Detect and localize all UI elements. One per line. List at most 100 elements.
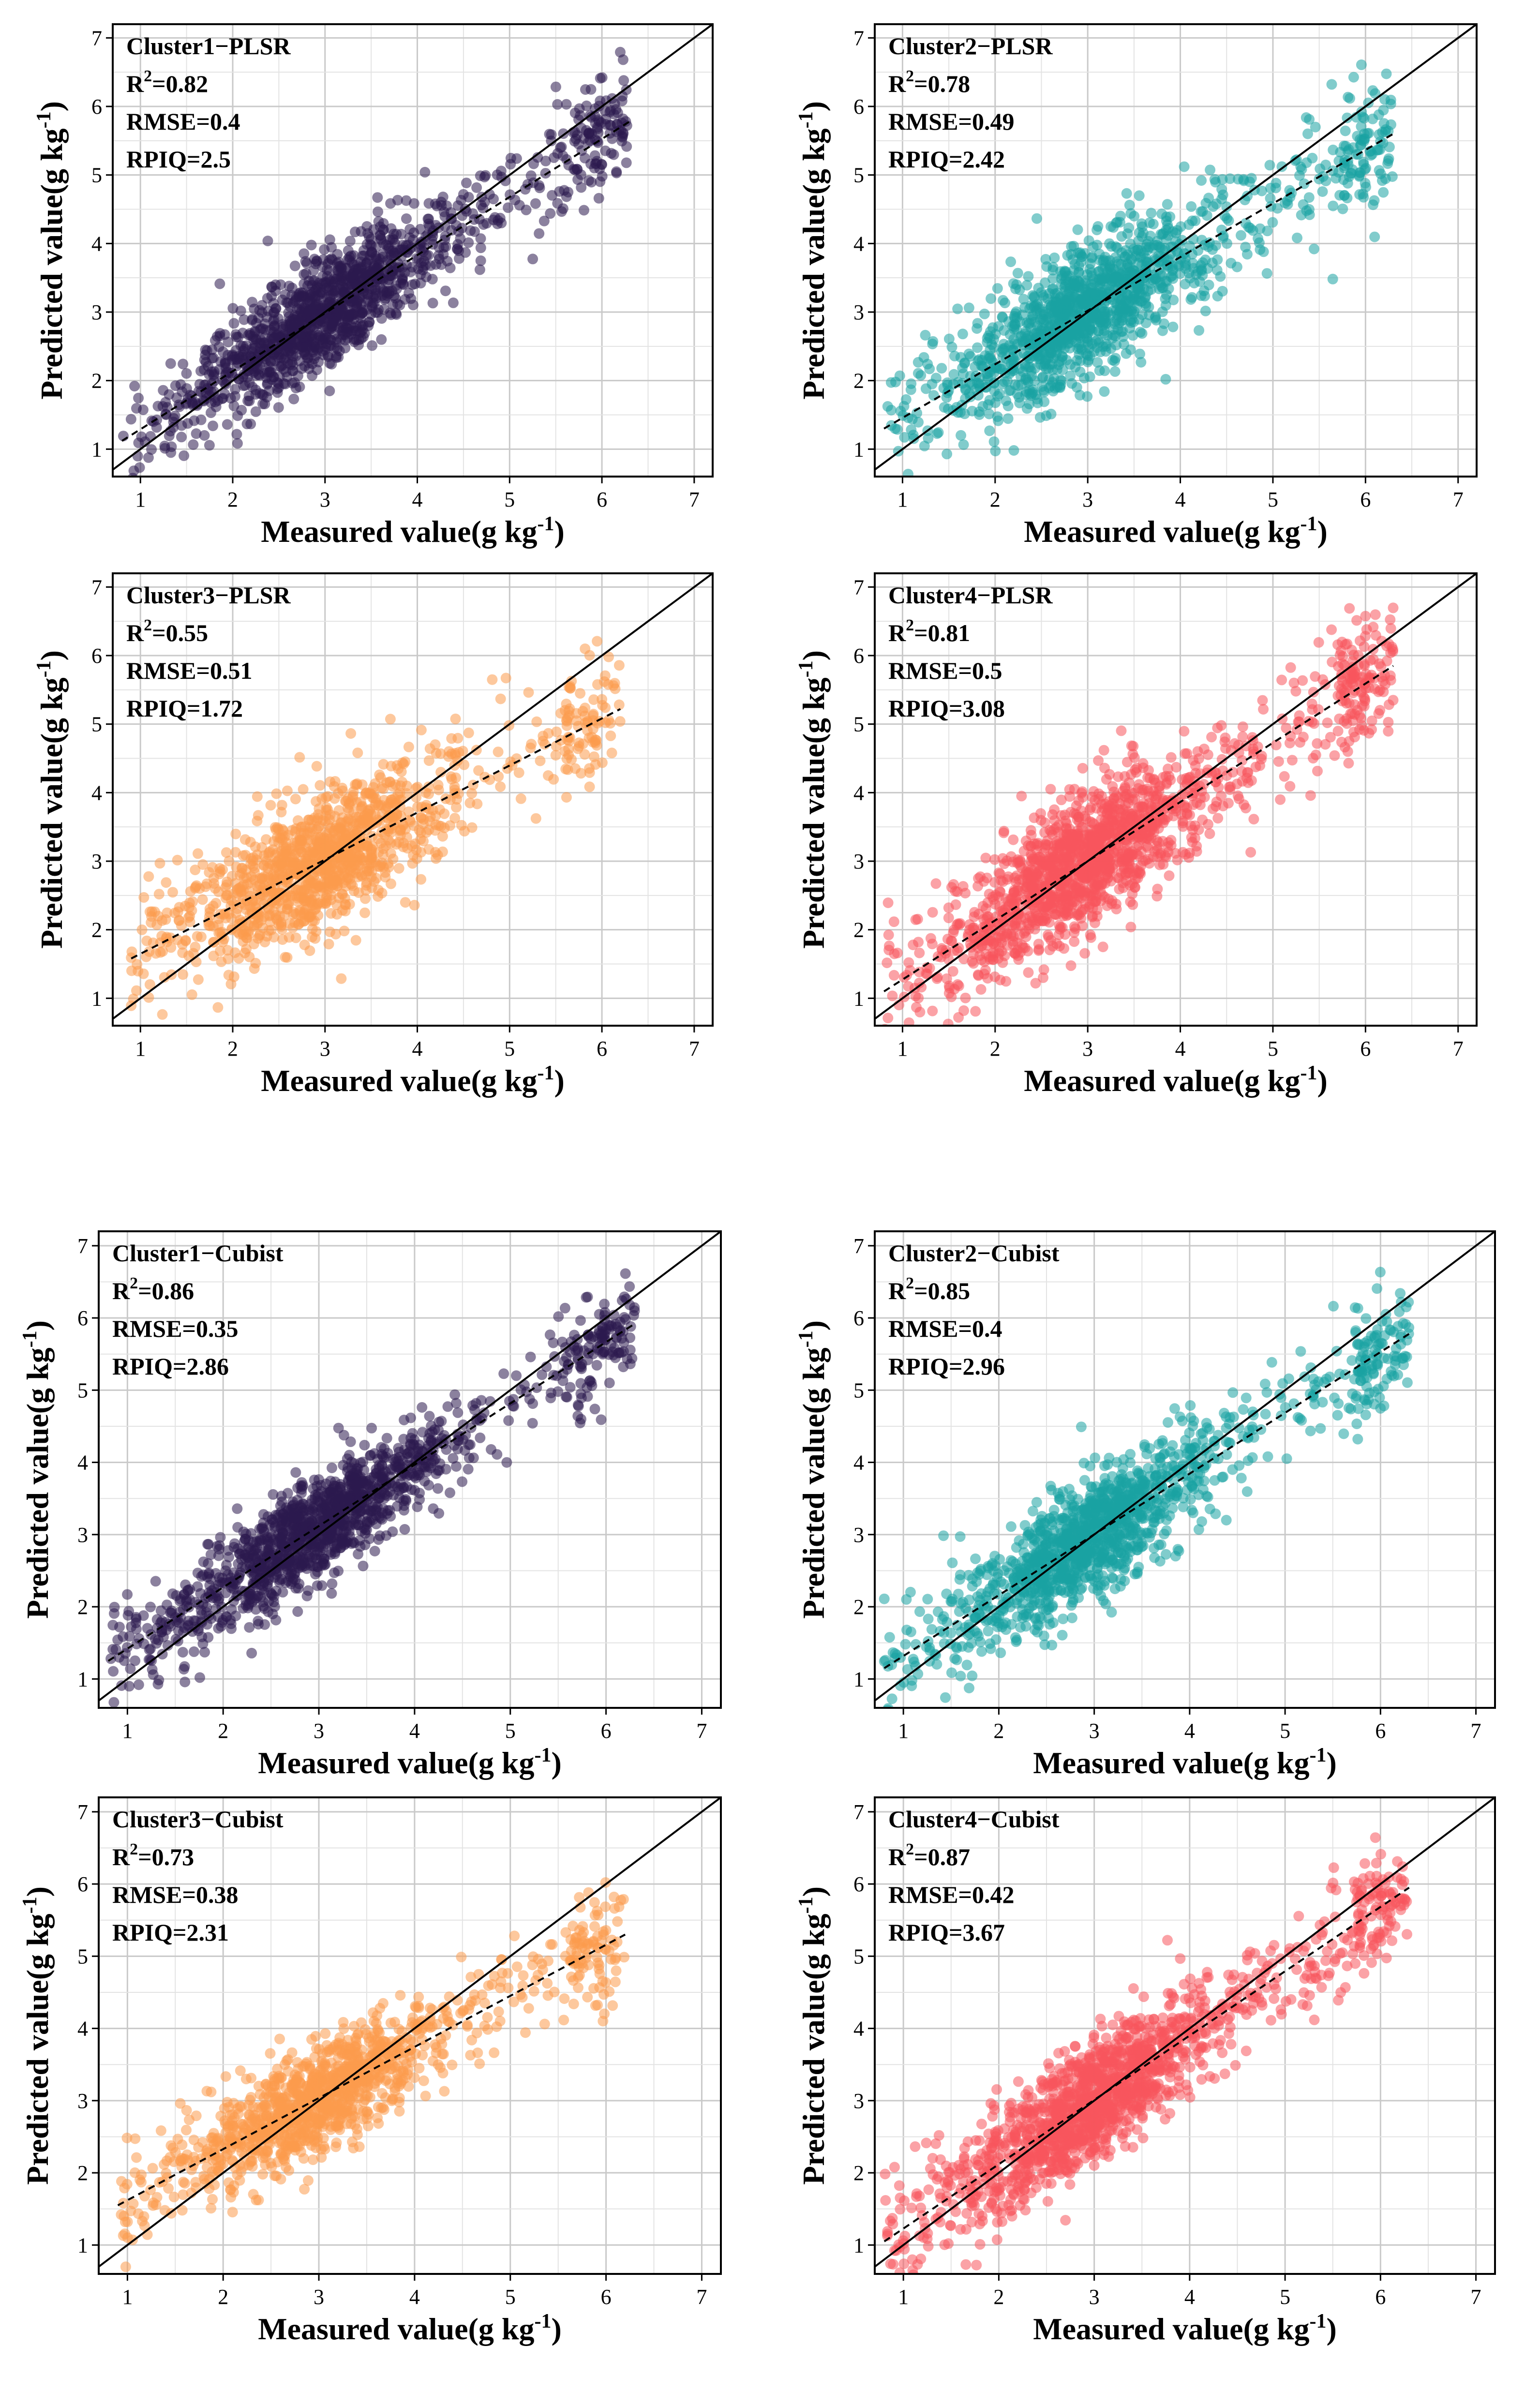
data-point (374, 229, 386, 240)
data-point (484, 774, 495, 785)
data-point (370, 778, 381, 789)
data-point (259, 399, 270, 409)
data-point (933, 427, 944, 438)
data-point (220, 893, 231, 904)
data-point (964, 388, 975, 399)
data-point (165, 942, 177, 953)
data-point (1186, 292, 1197, 303)
y-axis-title: Predicted value(g kg-1) (795, 101, 831, 400)
data-point (306, 815, 317, 826)
data-point (379, 294, 390, 305)
data-point (282, 785, 293, 796)
y-tick-label: 4 (853, 232, 864, 255)
data-point (286, 340, 297, 351)
data-point (367, 340, 378, 351)
y-tick-label: 6 (853, 95, 864, 119)
data-point (589, 163, 600, 174)
data-point (356, 256, 366, 268)
data-point (392, 789, 404, 800)
data-point (356, 803, 367, 814)
data-point (463, 727, 474, 738)
data-point (1040, 355, 1051, 366)
data-point (1167, 270, 1178, 281)
y-tick-label: 4 (91, 232, 102, 255)
data-point (247, 855, 258, 867)
data-point (275, 833, 286, 843)
data-point (385, 714, 396, 725)
data-point (1017, 309, 1028, 320)
data-point (345, 728, 357, 739)
data-point (1076, 344, 1087, 356)
data-point (416, 724, 427, 735)
data-point (311, 761, 322, 772)
data-point (296, 835, 307, 846)
data-point (458, 189, 469, 200)
data-point (423, 250, 434, 261)
data-point (456, 820, 467, 831)
data-point (356, 822, 367, 833)
data-point (1237, 731, 1248, 742)
data-point (158, 385, 169, 396)
data-point (442, 255, 453, 267)
data-point (1184, 272, 1196, 284)
data-point (241, 351, 252, 362)
data-point (1138, 248, 1149, 259)
data-point (401, 195, 412, 206)
data-point (1056, 375, 1067, 387)
data-point (1358, 188, 1369, 199)
data-point (314, 881, 325, 892)
data-point (134, 462, 145, 473)
data-point (131, 985, 142, 996)
data-point (448, 297, 459, 308)
data-point (242, 395, 254, 406)
data-point (386, 223, 397, 234)
data-point (621, 141, 632, 152)
data-point (1064, 299, 1075, 310)
data-point (1378, 187, 1389, 198)
x-tick-label: 2 (227, 488, 238, 511)
data-point (523, 687, 534, 698)
data-point (997, 312, 1008, 323)
data-point (421, 800, 432, 811)
data-point (493, 771, 504, 782)
rmse-value: RMSE=0.4 (126, 108, 240, 135)
data-point (1383, 155, 1394, 166)
data-point (314, 780, 326, 791)
data-point (882, 401, 893, 412)
data-point (1097, 273, 1107, 284)
data-point (1331, 173, 1342, 184)
plot-frame (874, 23, 1478, 478)
data-point (1116, 294, 1127, 305)
data-point (957, 329, 968, 340)
data-point (332, 788, 344, 799)
data-point (373, 264, 384, 275)
data-point (963, 302, 974, 314)
data-point (1036, 381, 1047, 392)
data-point (224, 908, 235, 919)
data-point (366, 247, 377, 258)
data-point (1245, 847, 1256, 858)
data-point (577, 706, 588, 717)
data-point (565, 683, 576, 694)
data-point (561, 792, 572, 803)
data-point (273, 402, 284, 413)
data-point (1002, 413, 1014, 424)
data-point (334, 283, 345, 294)
data-point (172, 854, 183, 866)
data-point (471, 182, 482, 193)
data-point (418, 818, 429, 829)
data-point (1125, 208, 1136, 219)
x-tick-label: 1 (135, 488, 146, 511)
data-point (331, 899, 343, 911)
r2-value: R2=0.78 (888, 67, 970, 97)
data-point (323, 939, 334, 950)
data-point (1204, 237, 1215, 248)
x-tick-label: 1 (135, 1037, 146, 1061)
data-point (287, 909, 299, 920)
data-point (561, 154, 572, 165)
data-point (219, 329, 230, 340)
data-point (892, 424, 903, 435)
data-point (228, 318, 239, 329)
data-point (382, 286, 393, 297)
